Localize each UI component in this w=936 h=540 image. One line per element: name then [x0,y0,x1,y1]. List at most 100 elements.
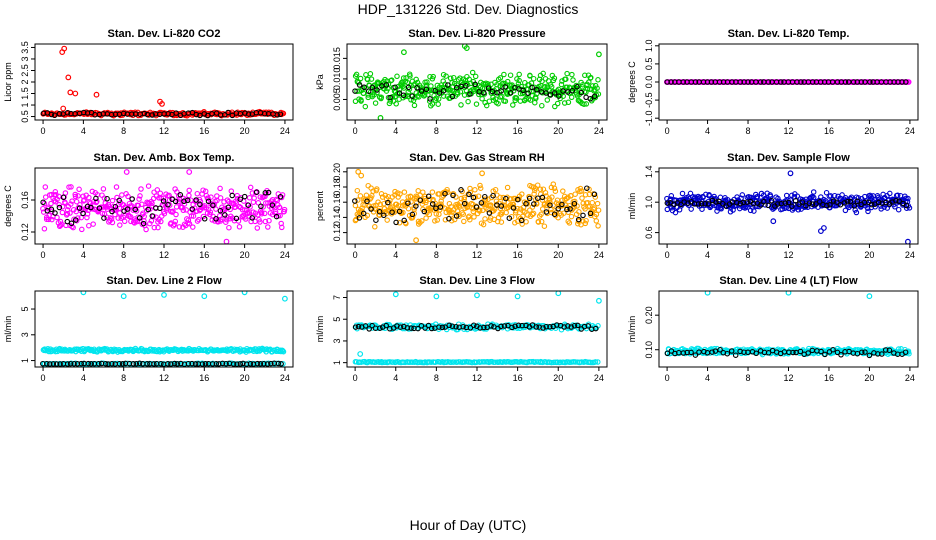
data-point [488,323,494,329]
data-point [492,96,499,102]
data-point [717,347,723,353]
y-axis-label: ml/min [315,316,325,343]
data-point [108,216,115,222]
data-point [109,208,115,215]
data-point [81,109,87,116]
data-point [172,198,179,205]
data-point [168,361,174,367]
data-point [262,190,269,196]
data-point [552,188,559,194]
data-point [155,224,161,231]
data-point [560,88,566,94]
data-point [548,359,555,366]
data-point [501,323,508,329]
data-point [119,361,126,367]
data-point [514,293,521,300]
data-point [396,220,403,226]
data-point [542,189,549,196]
data-point [515,196,521,203]
data-point [903,202,910,209]
data-point [415,188,421,194]
data-point [68,184,74,190]
data-point [868,201,875,208]
data-point [506,215,513,221]
data-point [895,206,902,213]
data-point [408,325,414,331]
data-point [372,224,378,230]
series-1 [664,291,912,358]
data-point [519,217,525,224]
data-point [258,211,265,217]
data-point [116,360,123,367]
data-point [60,194,67,201]
data-point [571,200,578,207]
data-point [809,79,816,85]
data-point [130,361,137,367]
data-point [281,206,288,213]
data-point [136,215,143,221]
data-point [547,202,553,208]
y-tick-label: 3 [332,338,342,343]
data-point [94,198,100,205]
data-point [893,198,899,204]
data-point [181,347,188,354]
y-tick-label: 2.5 [20,64,30,77]
data-point [64,110,71,116]
data-point [688,206,694,212]
data-point [355,197,361,203]
data-point [190,224,196,230]
data-point [519,221,525,227]
data-point [875,199,882,206]
data-point [72,193,79,200]
data-point [247,184,254,191]
data-point [119,192,125,198]
data-point [515,322,522,329]
data-point [761,198,767,205]
data-point [47,361,53,367]
data-point [400,209,406,216]
data-point [460,323,466,330]
data-point [225,109,231,116]
x-tick-label: 16 [513,373,523,383]
x-tick-label: 4 [705,373,710,383]
data-point [217,185,223,192]
data-point [273,213,280,220]
data-point [805,350,811,356]
data-point [124,206,131,212]
y-tick-label: -1.0 [644,110,654,126]
data-point [427,96,433,102]
data-point [539,102,545,109]
data-point [255,200,262,206]
data-point [450,74,457,81]
panel-title: Stan. Dev. Gas Stream RH [409,152,545,164]
data-point [43,216,50,223]
data-point [226,198,232,205]
data-point [387,94,393,101]
data-point [264,361,271,367]
panel-title: Stan. Dev. Li-820 Temp. [728,28,850,40]
data-point [899,79,905,85]
x-tick-label: 8 [434,373,439,383]
data-point [213,206,219,212]
data-point [352,324,359,330]
data-point [739,192,746,198]
data-point [388,77,395,83]
series-2 [352,81,598,102]
data-point [697,194,703,201]
data-point [581,101,587,107]
data-point [160,198,167,204]
data-point [422,325,428,331]
data-point [80,210,86,217]
series-1 [40,291,288,355]
data-point [594,85,600,91]
data-point [510,205,517,211]
data-point [423,199,429,206]
data-point [59,209,66,216]
data-point [485,85,492,91]
data-point [201,293,208,300]
data-point [217,208,224,214]
data-point [529,84,535,91]
data-point [173,110,179,116]
data-point [109,197,116,204]
data-point [498,88,504,94]
